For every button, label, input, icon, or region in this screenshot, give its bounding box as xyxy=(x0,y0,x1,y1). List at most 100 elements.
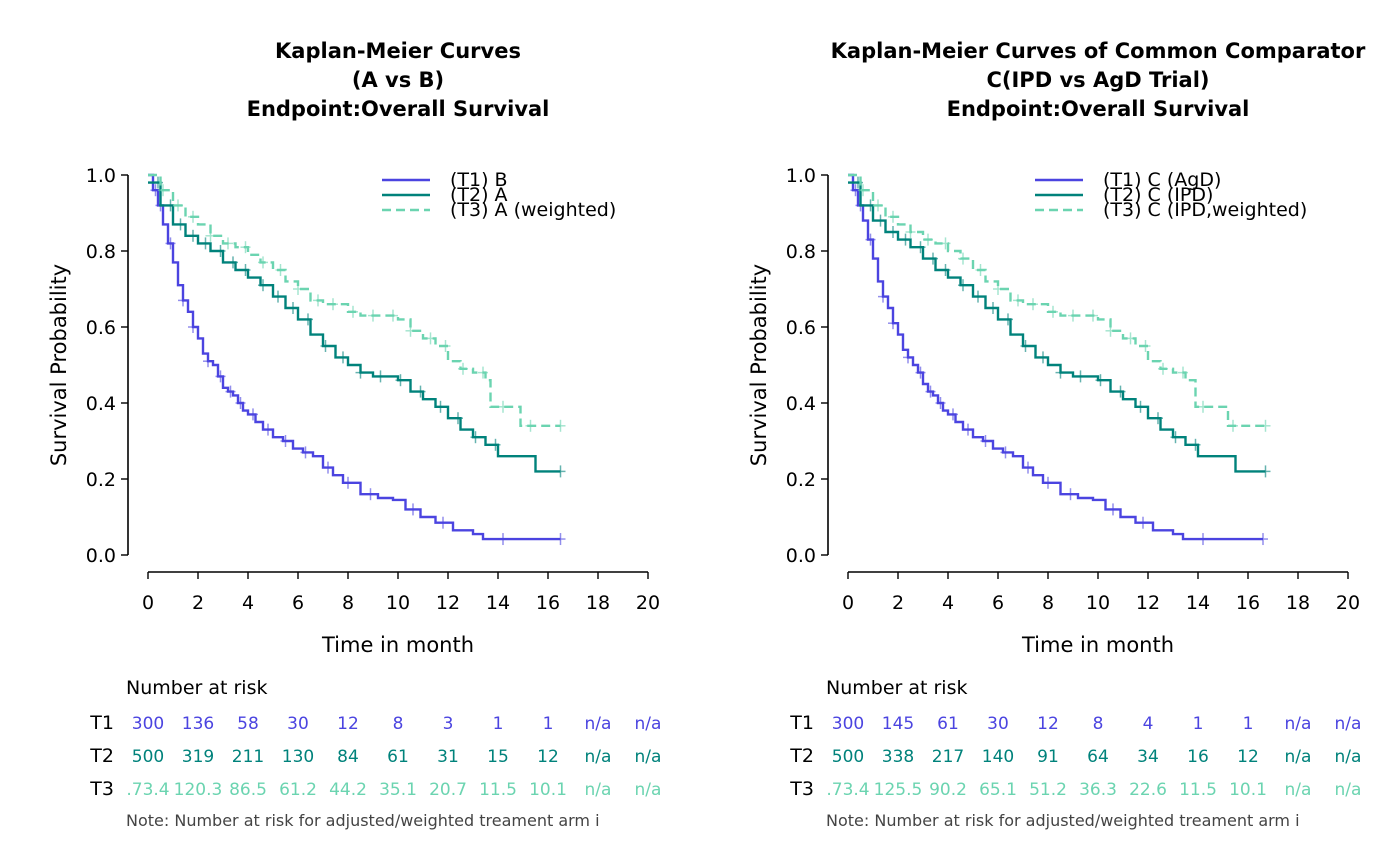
x-tick-label: 0 xyxy=(142,592,154,614)
risk-table-note: Note: Number at risk for adjusted/weight… xyxy=(826,811,1300,830)
y-tick-label: 0.8 xyxy=(86,241,116,263)
risk-cell: 500 xyxy=(132,747,164,767)
censor-mark-t2 xyxy=(228,256,238,269)
censor-mark-t3 xyxy=(368,309,378,322)
chart-title-line: (A vs B) xyxy=(352,68,444,92)
risk-cell: 145 xyxy=(882,714,914,734)
risk-row-label: T1 xyxy=(89,712,114,734)
y-axis-label: Survival Probability xyxy=(47,264,71,466)
censor-mark-t1 xyxy=(1023,461,1033,474)
risk-cell: 84 xyxy=(337,747,359,767)
legend-label: (T1) C (AgD) xyxy=(1103,169,1221,191)
x-tick-label: 2 xyxy=(192,592,204,614)
censor-mark-t3 xyxy=(1158,362,1168,375)
censor-mark-t3 xyxy=(348,305,358,318)
x-tick-label: 14 xyxy=(1186,592,1210,614)
censor-mark-t1 xyxy=(865,233,876,246)
risk-cell: n/a xyxy=(1335,747,1362,767)
censor-mark-t3 xyxy=(478,366,488,379)
censor-mark-t3 xyxy=(873,199,883,212)
censor-mark-t1 xyxy=(365,488,376,501)
risk-cell: 3 xyxy=(443,714,454,734)
censor-mark-t1 xyxy=(323,461,333,474)
censor-mark-t2 xyxy=(1038,351,1048,364)
risk-cell: 1 xyxy=(1193,714,1204,734)
censor-mark-t1 xyxy=(408,503,418,516)
censor-mark-t3 xyxy=(258,256,268,269)
risk-cell: 20.7 xyxy=(429,780,467,800)
y-tick-label: 0.4 xyxy=(786,393,816,415)
censor-mark-t3 xyxy=(858,184,868,197)
censor-mark-t2 xyxy=(875,214,886,227)
x-tick-label: 18 xyxy=(1286,592,1310,614)
censor-mark-t2 xyxy=(1190,438,1201,451)
censor-mark-t3 xyxy=(1125,332,1136,345)
censor-mark-t1 xyxy=(948,408,958,421)
censor-mark-t3 xyxy=(1178,366,1188,379)
risk-cell: 90.2 xyxy=(929,780,967,800)
risk-cell: 64 xyxy=(1087,747,1109,767)
risk-table-note: Note: Number at risk for adjusted/weight… xyxy=(126,811,600,830)
risk-cell: 130 xyxy=(282,747,314,767)
y-tick-label: 1.0 xyxy=(786,165,816,187)
censor-mark-t2 xyxy=(958,279,968,292)
censor-mark-t3 xyxy=(1048,305,1058,318)
x-tick-label: 8 xyxy=(342,592,354,614)
censor-mark-t1 xyxy=(878,290,888,303)
censor-mark-t3 xyxy=(188,210,198,223)
risk-cell: 8 xyxy=(393,714,404,734)
legend-label: (T1) B xyxy=(450,169,508,191)
x-axis-label: Time in month xyxy=(1021,633,1174,657)
y-tick-label: 0.8 xyxy=(786,241,816,263)
x-tick-label: 4 xyxy=(942,592,954,614)
risk-cell: n/a xyxy=(585,747,612,767)
censor-mark-t2 xyxy=(1115,385,1126,398)
censor-mark-t1 xyxy=(178,294,188,307)
risk-cell: 11.5 xyxy=(1179,780,1217,800)
censor-mark-t3 xyxy=(328,298,338,311)
censor-mark-t1 xyxy=(300,446,311,459)
x-tick-label: 12 xyxy=(436,592,460,614)
censor-mark-t3 xyxy=(425,332,436,345)
censor-mark-t3 xyxy=(1068,309,1078,322)
censor-mark-t3 xyxy=(405,324,416,337)
censor-mark-t2 xyxy=(303,313,313,326)
censor-mark-t1 xyxy=(343,476,353,489)
risk-cell: 140 xyxy=(982,747,1014,767)
censor-mark-t3 xyxy=(275,264,286,276)
risk-cell: 15 xyxy=(487,747,509,767)
risk-table-heading: Number at risk xyxy=(826,677,968,699)
censor-mark-t1 xyxy=(280,435,291,447)
censor-mark-t2 xyxy=(1003,313,1013,326)
censor-mark-t2 xyxy=(915,241,926,254)
risk-cell: n/a xyxy=(585,714,612,734)
censor-mark-t2 xyxy=(288,302,298,314)
risk-cell: 10.1 xyxy=(1229,780,1267,800)
censor-mark-t2 xyxy=(338,351,348,364)
censor-mark-t1 xyxy=(888,317,898,330)
risk-cell: 58 xyxy=(237,714,259,734)
censor-mark-t3 xyxy=(173,199,183,212)
risk-cell: n/a xyxy=(635,747,662,767)
km-curve-t3 xyxy=(148,173,561,427)
censor-mark-t3 xyxy=(923,233,933,246)
risk-cell: 30 xyxy=(287,714,309,734)
legend-label: (T3) A (weighted) xyxy=(450,199,616,221)
censor-mark-t1 xyxy=(188,321,198,333)
censor-mark-t3 xyxy=(993,283,1003,295)
risk-cell: 12 xyxy=(337,714,359,734)
risk-cell: 12 xyxy=(537,747,559,767)
x-tick-label: 16 xyxy=(1236,592,1260,614)
censor-mark-t2 xyxy=(453,412,463,425)
risk-cell: 36.3 xyxy=(1079,780,1117,800)
censor-mark-t2 xyxy=(320,340,331,352)
censor-mark-t3 xyxy=(498,400,508,413)
risk-cell: 91 xyxy=(1037,747,1059,767)
y-tick-label: 0.6 xyxy=(786,317,816,339)
censor-mark-t1 xyxy=(215,370,226,383)
censor-mark-t1 xyxy=(203,355,213,368)
x-tick-label: 20 xyxy=(636,592,660,614)
censor-mark-t3 xyxy=(1105,324,1116,337)
censor-mark-t2 xyxy=(1260,465,1271,478)
